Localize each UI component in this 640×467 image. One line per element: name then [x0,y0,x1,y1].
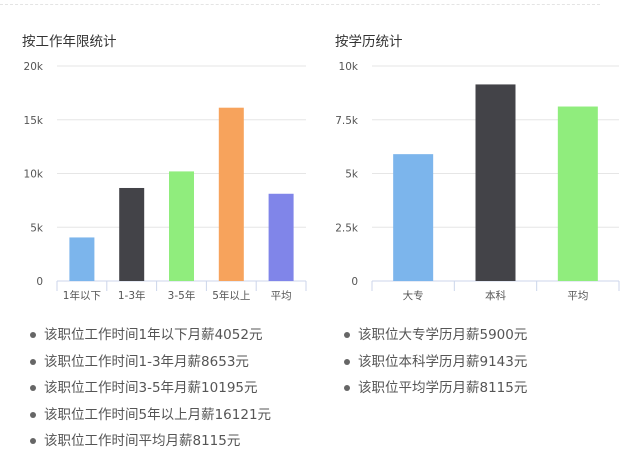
x-tick-label: 大专 [403,289,424,302]
x-tick-label: 1-3年 [118,289,146,302]
list-item: 该职位工作时间1-3年月薪8653元 [30,349,271,376]
y-tick-label: 5k [345,169,359,181]
x-tick-label: 平均 [567,290,588,302]
y-tick-label: 10k [24,169,44,181]
top-divider [0,4,600,5]
bar [557,106,598,281]
y-tick-label: 15k [24,115,44,127]
experience-salary-bar-chart: 0 5k 10k 15k 20k 1年以下 1-3年 3-5年 5年以上 平均 [24,61,307,302]
bullet-icon [30,332,36,338]
education-salary-bar-chart: 0 2.5k 5k 7.5k 10k 大专 本科 平均 [335,61,620,302]
bar [268,193,294,281]
list-item: 该职位工作时间1年以下月薪4052元 [30,322,271,349]
y-tick-label: 0 [351,276,358,288]
list-item: 该职位大专学历月薪5900元 [344,322,527,349]
y-tick-label: 0 [36,276,43,288]
bullet-icon [30,438,36,444]
experience-chart-title: 按工作年限统计 [22,34,117,50]
y-tick-label: 20k [24,61,44,73]
bullet-icon [344,358,350,365]
bar [475,84,516,281]
list-item: 该职位工作时间5年以上月薪16121元 [30,402,271,429]
bar [169,171,194,281]
bullet-icon [30,411,36,418]
x-tick-label: 1年以下 [63,289,101,302]
bar [69,237,95,281]
experience-salary-list: 该职位工作时间1年以下月薪4052元 该职位工作时间1-3年月薪8653元 该职… [30,322,271,455]
y-tick-label: 5k [30,222,44,234]
y-tick-label: 7.5k [335,115,359,127]
y-tick-label: 10k [339,61,359,73]
bar [119,187,145,281]
x-tick-label: 5年以上 [212,289,250,302]
bar [393,154,434,281]
list-item: 该职位工作时间平均月薪8115元 [30,428,271,455]
list-item: 该职位本科学历月薪9143元 [344,349,527,376]
x-tick-label: 平均 [271,290,292,302]
bullet-icon [30,358,36,365]
x-tick-label: 3-5年 [168,289,196,302]
education-salary-list: 该职位大专学历月薪5900元 该职位本科学历月薪9143元 该职位平均学历月薪8… [344,322,527,402]
list-item: 该职位工作时间3-5年月薪10195元 [30,375,271,402]
education-chart-title: 按学历统计 [335,34,403,50]
bullet-icon [344,385,350,391]
bullet-icon [30,385,36,391]
bullet-icon [344,332,350,338]
x-tick-label: 本科 [485,289,506,302]
list-item: 该职位平均学历月薪8115元 [344,375,527,402]
y-tick-label: 2.5k [335,222,359,234]
bar [218,107,244,281]
